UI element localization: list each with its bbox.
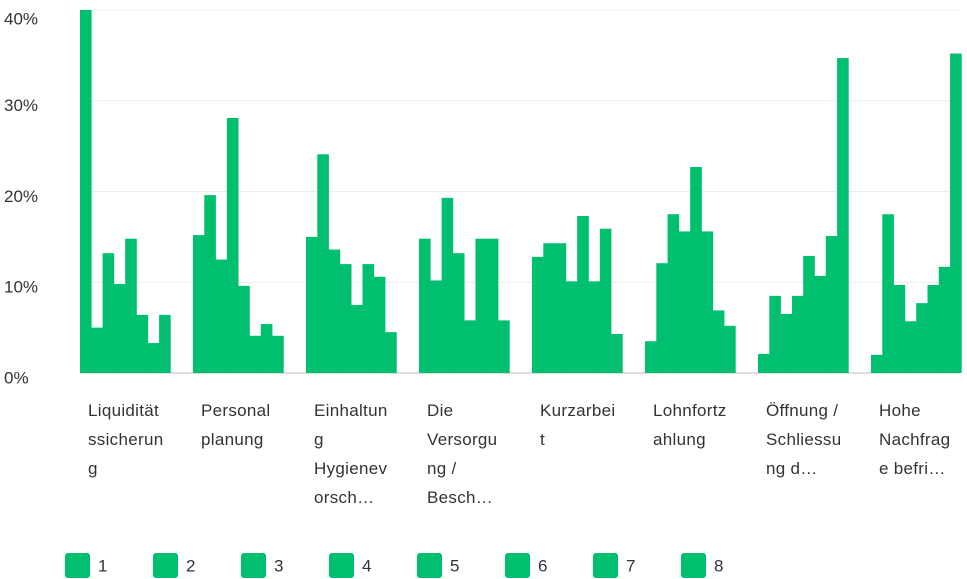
y-tick-label: 10% (4, 278, 38, 297)
legend-swatch (593, 553, 618, 578)
bar (791, 295, 804, 373)
bar (724, 325, 736, 373)
bar (690, 166, 702, 373)
bar (814, 275, 827, 373)
bar (464, 320, 476, 373)
bar (226, 117, 239, 374)
x-tick-label: Kurzarbeit (540, 401, 616, 449)
x-tick-label: Die Versorgung / Besch… (427, 401, 498, 507)
bar (260, 323, 273, 373)
bar (419, 238, 431, 373)
bar (780, 314, 793, 373)
bar (769, 295, 781, 373)
bar (656, 263, 668, 373)
bar (577, 216, 589, 373)
bar (272, 335, 284, 373)
bar (373, 276, 386, 373)
legend-label: 4 (362, 556, 371, 575)
legend-label: 3 (274, 556, 283, 575)
bar (498, 320, 510, 373)
bar (80, 10, 92, 373)
bar (102, 253, 115, 373)
legend-swatch (329, 553, 354, 578)
bar (385, 332, 397, 373)
bar (588, 281, 601, 373)
x-tick-label: Einhaltung Hygienevorsch… (314, 401, 388, 507)
legend-swatch (153, 553, 178, 578)
x-tick-label: Liquiditätssicherung (88, 401, 164, 478)
x-tick-label: Hohe Nachfrage befri… (879, 401, 951, 478)
legend-label: 8 (714, 556, 723, 575)
bar (950, 53, 962, 374)
bar (667, 214, 680, 373)
bar (645, 341, 657, 373)
legend-swatch (241, 553, 266, 578)
bar (249, 335, 262, 373)
bar (362, 264, 375, 373)
bar (882, 214, 894, 373)
y-tick-label: 20% (4, 187, 38, 206)
bar (599, 228, 612, 373)
bar (758, 353, 770, 373)
bar (825, 235, 838, 373)
y-tick-label: 30% (4, 96, 38, 115)
bar (904, 321, 917, 373)
y-tick-label: 0% (4, 368, 29, 387)
bar (328, 249, 341, 373)
bar (91, 327, 103, 373)
y-tick-label: 40% (4, 9, 38, 28)
legend-label: 7 (626, 556, 635, 575)
bar (193, 235, 205, 373)
bar (554, 243, 567, 373)
bar (701, 231, 714, 373)
bar (215, 259, 228, 373)
legend-swatch (681, 553, 706, 578)
bar (430, 280, 442, 373)
legend-label: 5 (450, 556, 459, 575)
bar (532, 256, 544, 373)
bar (893, 284, 906, 373)
bar (712, 310, 725, 373)
bar (351, 304, 363, 373)
bar (486, 238, 499, 373)
x-tick-label: Personalplanung (201, 401, 271, 449)
bar (136, 314, 149, 373)
legend-swatch (65, 553, 90, 578)
bar (871, 354, 883, 373)
bar (927, 284, 940, 373)
legend-swatch (417, 553, 442, 578)
legend-swatch (505, 553, 530, 578)
bar (306, 236, 318, 373)
bar (475, 238, 488, 373)
bar (916, 303, 928, 373)
legend-label: 6 (538, 556, 547, 575)
bar (837, 58, 849, 373)
x-tick-label: Öffnung / Schliessung d… (766, 401, 842, 478)
bar (611, 333, 623, 373)
bar (147, 343, 160, 373)
bar (317, 154, 329, 373)
bar (543, 243, 555, 373)
bar (452, 253, 465, 373)
x-tick-label: Lohnfortzahlung (653, 401, 727, 449)
legend-label: 1 (98, 556, 107, 575)
bar (113, 284, 126, 373)
bar (678, 231, 691, 373)
bar (938, 266, 951, 373)
bar (441, 197, 454, 373)
bar (159, 314, 171, 373)
bar (565, 281, 578, 373)
bar (803, 255, 815, 373)
bar (204, 195, 216, 373)
bar (125, 238, 137, 373)
legend-label: 2 (186, 556, 195, 575)
bar (238, 285, 250, 373)
bar (339, 264, 352, 373)
